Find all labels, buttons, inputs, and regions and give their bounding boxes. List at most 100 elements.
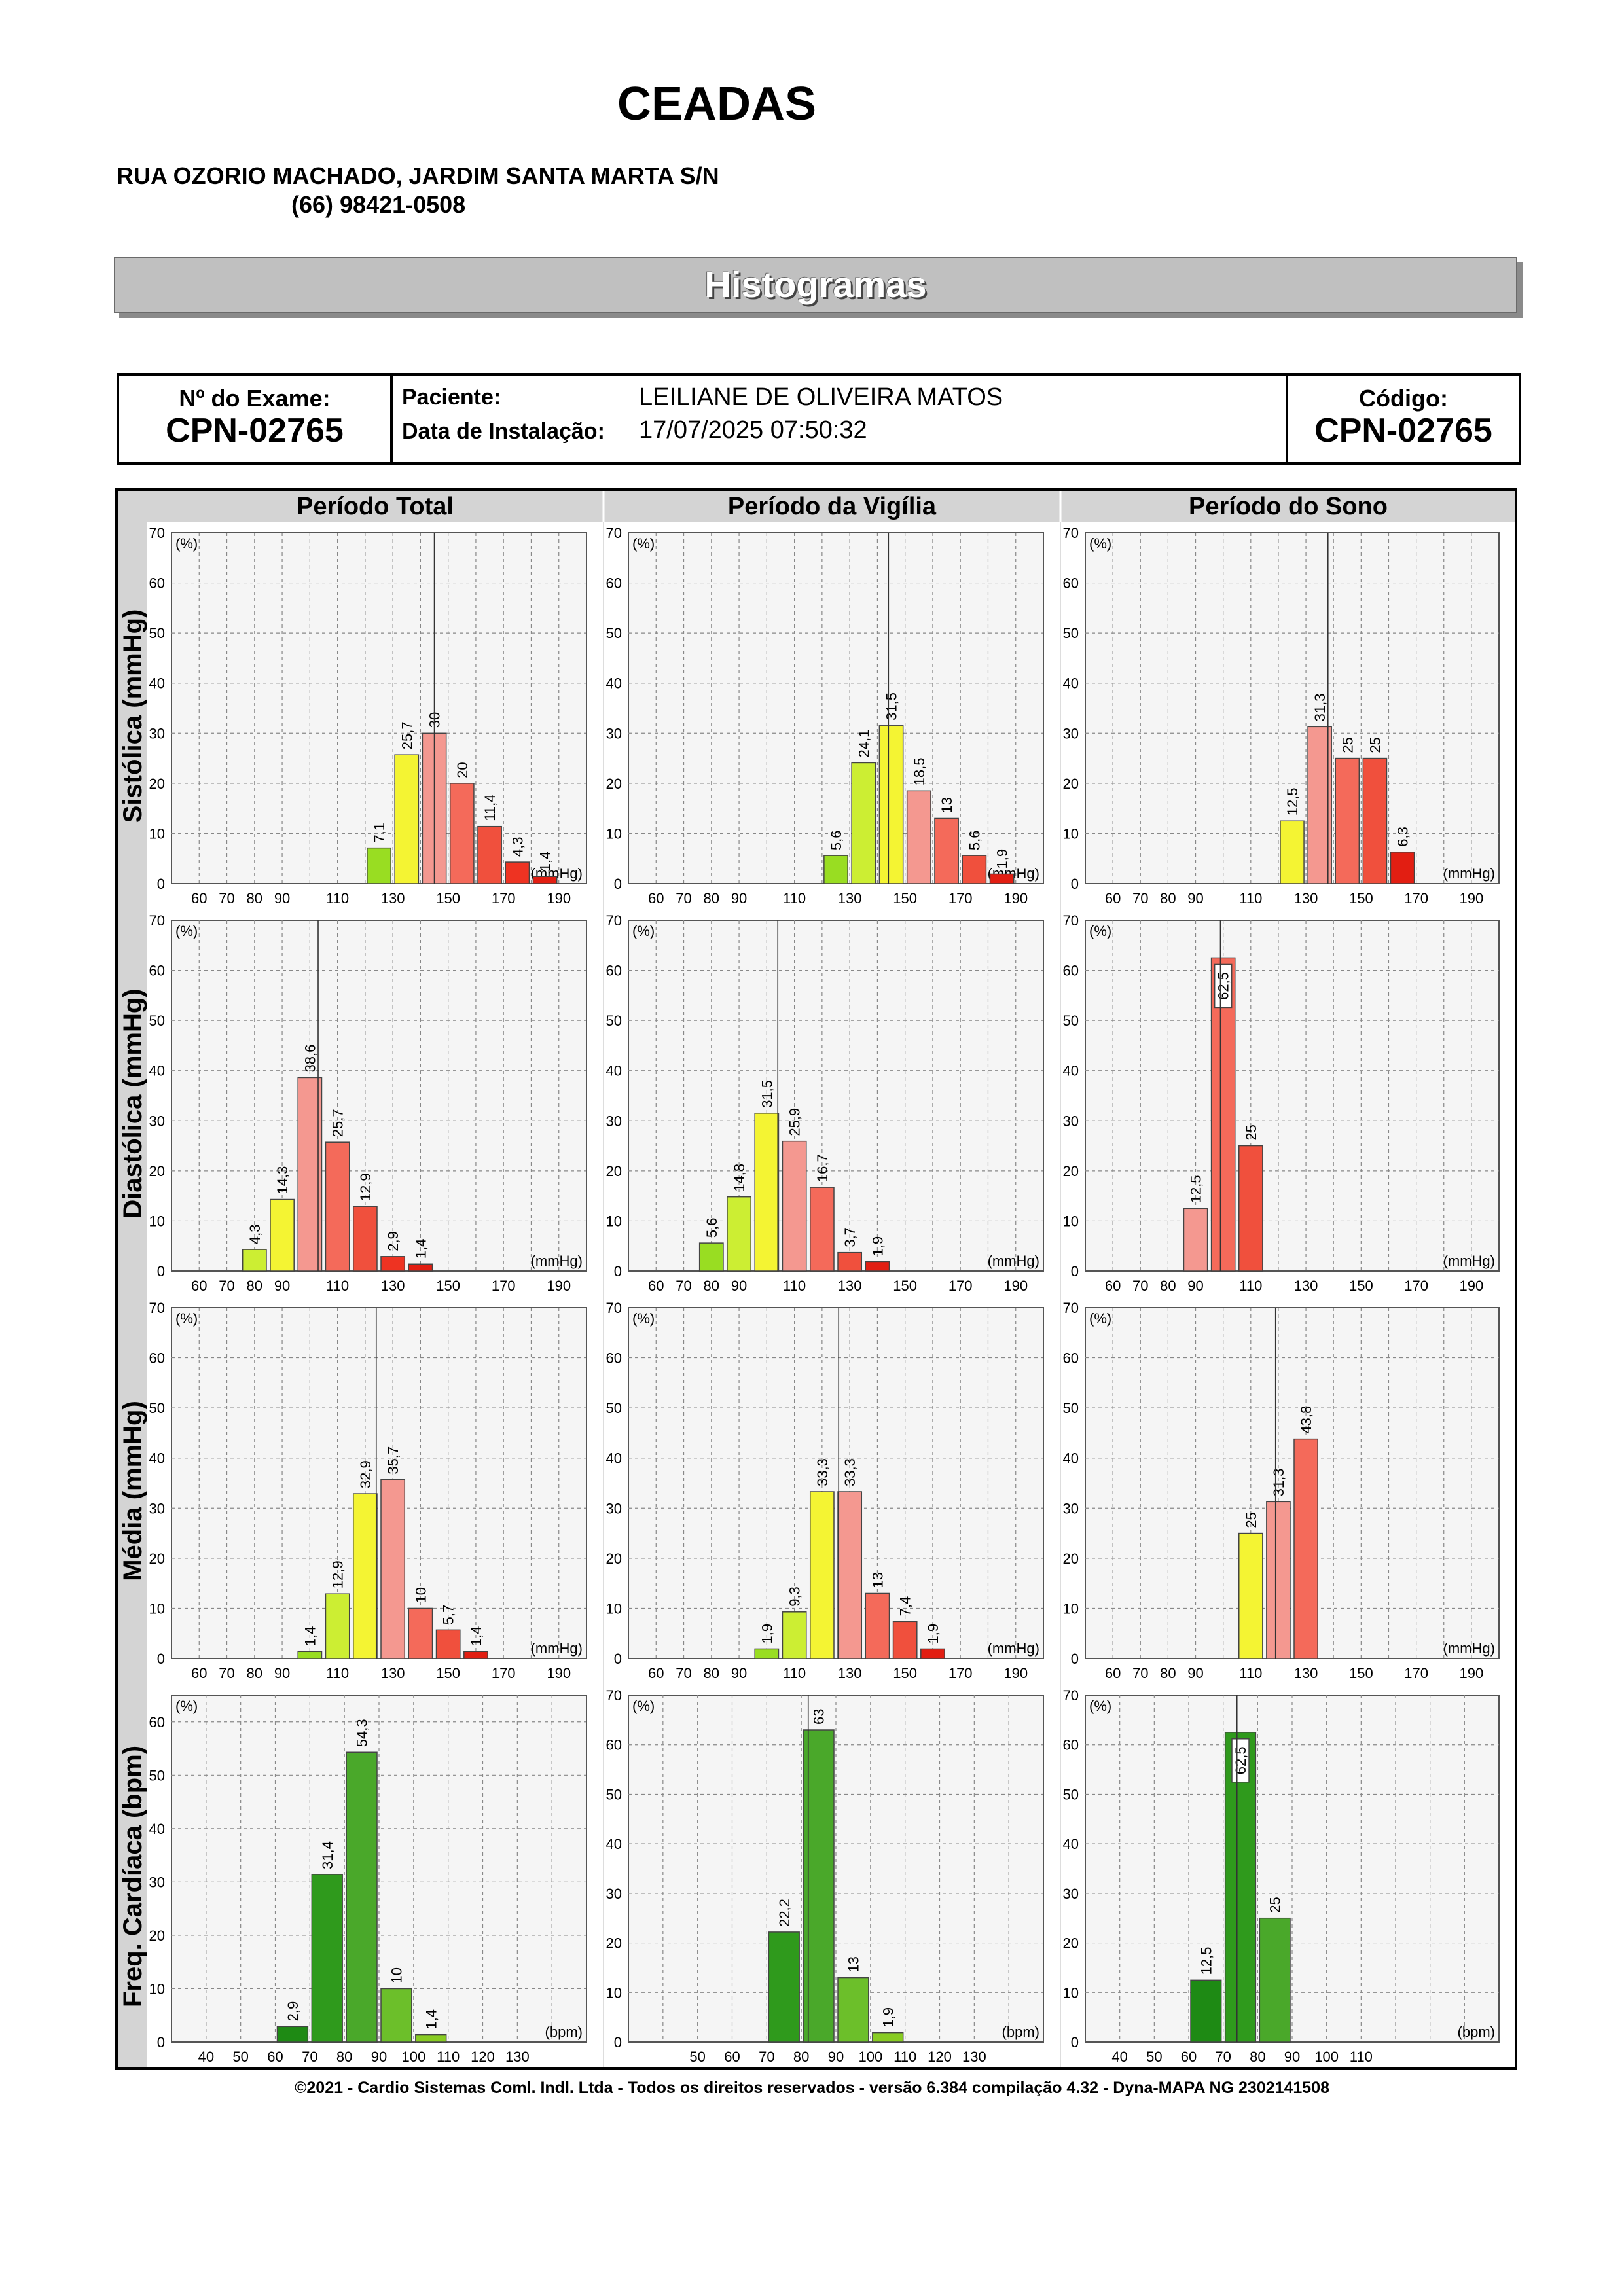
panel-2-2-bar-label: 25 bbox=[1243, 1512, 1259, 1528]
panel-1-1-xtick-label: 150 bbox=[893, 1278, 917, 1294]
panel-2-2-plot-area bbox=[1085, 1307, 1500, 1659]
panel-1-2-bar-label: 12,5 bbox=[1188, 1175, 1204, 1203]
panel-3-2-bar-label: 12,5 bbox=[1198, 1947, 1214, 1975]
panel-0-0-ytick-label: 70 bbox=[149, 525, 165, 541]
panel-1-2-ytick-label: 40 bbox=[1063, 1063, 1079, 1079]
panel-3-1-bar-label: 13 bbox=[845, 1956, 861, 1972]
panel-1-2-yunit-label: (%) bbox=[1089, 923, 1111, 939]
panel-3-2-xtick-label: 110 bbox=[1350, 2049, 1373, 2065]
panel-1-1-ytick-label: 20 bbox=[606, 1163, 622, 1179]
panel-3-0-bar bbox=[311, 1874, 343, 2043]
panel-2-1-xtick-label: 110 bbox=[783, 1665, 806, 1681]
panel-0-1-yunit-label: (%) bbox=[632, 535, 655, 552]
panel-3-2-xunit-label: (bpm) bbox=[1458, 2024, 1495, 2040]
panel-1-2-plot-area bbox=[1085, 920, 1500, 1272]
panel-1-0-bar bbox=[352, 1206, 378, 1272]
panel-1-1-xunit-label: (mmHg) bbox=[988, 1253, 1039, 1269]
column-header-band bbox=[117, 490, 1516, 522]
panel-3-1-ytick-label: 0 bbox=[614, 2034, 622, 2051]
panel-1-2-xtick-label: 90 bbox=[1187, 1278, 1203, 1294]
panel-2-0-ytick-label: 40 bbox=[149, 1450, 165, 1467]
panel-2-1-ytick-label: 30 bbox=[606, 1500, 622, 1516]
panel-1-2-bar bbox=[1210, 957, 1236, 1272]
column-header-0: Período Total bbox=[297, 493, 454, 520]
panel-2-2-ytick-label: 60 bbox=[1063, 1350, 1079, 1367]
panel-2-0-ytick-label: 30 bbox=[149, 1500, 165, 1516]
panel-2-1-bar-label: 1,9 bbox=[759, 1624, 775, 1644]
panel-0-2-ytick-label: 0 bbox=[1071, 876, 1079, 892]
panel-2-2-ytick-label: 70 bbox=[1063, 1300, 1079, 1316]
panel-0-1-bar bbox=[934, 817, 959, 884]
panel-0-1-plot-area bbox=[628, 532, 1044, 884]
panel-1-2-xtick-label: 150 bbox=[1349, 1278, 1373, 1294]
panel-3-0-xunit-label: (bpm) bbox=[545, 2024, 583, 2040]
panel-3-0-bar-label: 31,4 bbox=[319, 1841, 336, 1869]
panel-2-2-xtick-label: 190 bbox=[1460, 1665, 1484, 1681]
panel-2-0-bar-label: 1,4 bbox=[468, 1626, 484, 1647]
panel-2-0-xtick-label: 70 bbox=[219, 1665, 234, 1681]
panel-0-0-xtick-label: 90 bbox=[274, 890, 290, 906]
panel-1-0-bar bbox=[242, 1249, 267, 1272]
panel-1-2-bar bbox=[1238, 1145, 1263, 1272]
panel-3-0-ytick-label: 20 bbox=[149, 1928, 165, 1944]
panel-1-1-xtick-label: 170 bbox=[948, 1278, 973, 1294]
panel-1-2-ytick-label: 50 bbox=[1063, 1013, 1079, 1029]
panel-0-2-ytick-label: 20 bbox=[1063, 776, 1079, 792]
panel-0-2-xtick-label: 150 bbox=[1349, 890, 1373, 906]
panel-3-1-xtick-label: 130 bbox=[962, 2049, 986, 2065]
patient-label: Paciente: bbox=[402, 385, 501, 410]
panel-2-0-bar bbox=[408, 1607, 433, 1659]
panel-3-2-ytick-label: 70 bbox=[1063, 1687, 1079, 1704]
panel-2-1-bar bbox=[754, 1648, 780, 1659]
panel-3-2-bar-label: 25 bbox=[1267, 1897, 1284, 1912]
panel-0-0-ytick-label: 20 bbox=[149, 776, 165, 792]
panel-0-1-ytick-label: 50 bbox=[606, 625, 622, 641]
panel-0-2-xtick-label: 130 bbox=[1294, 890, 1318, 906]
panel-1-1-ytick-label: 30 bbox=[606, 1113, 622, 1129]
panel-3-0-xtick-label: 100 bbox=[401, 2049, 425, 2065]
panel-1-1-bar-label: 25,9 bbox=[787, 1108, 803, 1136]
panel-0-0-ytick-label: 60 bbox=[149, 575, 165, 592]
panel-0-2-ytick-label: 50 bbox=[1063, 625, 1079, 641]
panel-2-0-xtick-label: 150 bbox=[436, 1665, 460, 1681]
panel-0-2-bar-label: 6,3 bbox=[1395, 827, 1411, 847]
code-label: Código: bbox=[1359, 385, 1448, 412]
panel-2-0-xunit-label: (mmHg) bbox=[531, 1640, 583, 1657]
panel-3-0-bar-label: 1,4 bbox=[423, 2009, 439, 2030]
code-cell: Código: CPN-02765 bbox=[1288, 376, 1519, 462]
panel-2-2-ytick-label: 20 bbox=[1063, 1551, 1079, 1567]
panel-0-0-plot-area bbox=[171, 532, 587, 884]
panel-1-1-xtick-label: 190 bbox=[1003, 1278, 1028, 1294]
panel-2-1-bar-label: 1,9 bbox=[925, 1624, 941, 1644]
panel-2-1-ytick-label: 10 bbox=[606, 1600, 622, 1617]
panel-3-1-ytick-label: 40 bbox=[606, 1836, 622, 1852]
panel-0-2-xunit-label: (mmHg) bbox=[1443, 865, 1495, 882]
panel-0-2-ytick-label: 10 bbox=[1063, 825, 1079, 842]
panel-3-2-xtick-label: 80 bbox=[1250, 2049, 1265, 2065]
panel-3-1-xtick-label: 110 bbox=[893, 2049, 916, 2065]
panel-1-0-bar-label: 25,7 bbox=[330, 1109, 346, 1137]
panel-2-0-bar-label: 32,9 bbox=[357, 1460, 374, 1488]
panel-2-0-bar bbox=[463, 1651, 488, 1659]
panel-2-0-xtick-label: 80 bbox=[247, 1665, 262, 1681]
panel-1-0-ytick-label: 30 bbox=[149, 1113, 165, 1129]
panel-3-1-xtick-label: 120 bbox=[928, 2049, 952, 2065]
panel-3-1-xtick-label: 90 bbox=[828, 2049, 844, 2065]
panel-2-1-ytick-label: 70 bbox=[606, 1300, 622, 1316]
panel-0-1-bar bbox=[906, 790, 931, 884]
panel-0-0-ytick-label: 10 bbox=[149, 825, 165, 842]
panel-0-2-bar bbox=[1335, 757, 1360, 884]
chart-frame-border bbox=[115, 488, 1517, 2070]
panel-1-1-bar bbox=[754, 1113, 780, 1272]
panel-1-1-bar bbox=[782, 1140, 807, 1272]
panel-0-1-bar-label: 5,6 bbox=[828, 831, 844, 851]
panel-2-2-xtick-label: 110 bbox=[1239, 1665, 1262, 1681]
page-title: CEADAS bbox=[617, 78, 817, 130]
panel-1-0-bar-label: 12,9 bbox=[357, 1173, 374, 1201]
panel-1-1-bar-label: 16,7 bbox=[814, 1154, 831, 1182]
panel-2-0-xtick-label: 110 bbox=[326, 1665, 349, 1681]
panel-1-1-xtick-label: 70 bbox=[676, 1278, 691, 1294]
panel-1-1-ytick-label: 70 bbox=[606, 912, 622, 929]
panel-3-0-xtick-label: 120 bbox=[471, 2049, 495, 2065]
